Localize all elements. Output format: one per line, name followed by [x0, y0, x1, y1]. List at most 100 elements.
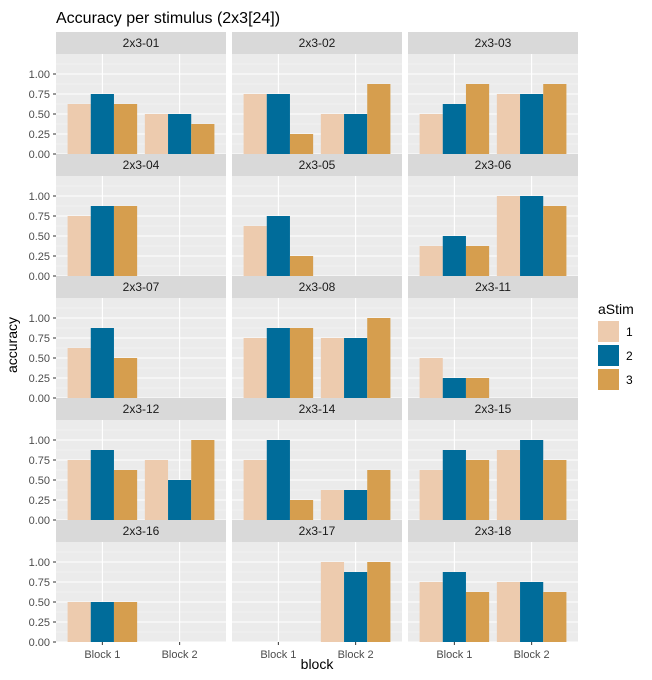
y-tick-label: 1.00	[29, 191, 50, 203]
y-tick-label: 1.00	[29, 313, 50, 325]
bar	[243, 460, 267, 520]
y-tick-label: 0.00	[29, 149, 50, 161]
facet-strip-label: 2x3-03	[475, 36, 512, 50]
facet-strip-label: 2x3-15	[475, 402, 512, 416]
facet-strip-label: 2x3-11	[475, 280, 511, 294]
bar	[243, 338, 267, 398]
bar	[367, 84, 391, 154]
x-axis-title: block	[301, 656, 335, 672]
bar	[419, 246, 443, 276]
bar	[496, 196, 521, 276]
bar	[289, 134, 314, 154]
bar	[243, 226, 267, 276]
bar	[320, 338, 345, 398]
facet-strip	[232, 520, 402, 542]
bar	[144, 114, 169, 154]
facet-strip-label: 2x3-01	[123, 36, 160, 50]
bar	[90, 450, 114, 520]
facet-panel: 2x3-18 Block 1 Block 2	[408, 520, 578, 661]
facet-panel: 2x3-04 0.00 0.25 0.50 0.75 1.00	[29, 154, 226, 283]
bar	[289, 328, 314, 398]
x-tick-label: Block 1	[260, 649, 296, 661]
legend-title: aStim	[598, 301, 634, 317]
y-tick-label: 0.75	[29, 455, 50, 467]
chart-title: Accuracy per stimulus (2x3[24])	[56, 10, 280, 27]
facet-panel: 2x3-14	[232, 398, 402, 521]
bar	[67, 104, 91, 154]
facet-strip	[408, 276, 578, 298]
bar	[289, 500, 314, 520]
y-tick-label: 0.25	[29, 495, 50, 507]
y-tick-label: 0.25	[29, 373, 50, 385]
facet-strip	[56, 32, 226, 54]
bar	[543, 592, 567, 642]
bar	[543, 460, 567, 520]
facet-strip-label: 2x3-05	[299, 158, 336, 172]
bar	[113, 602, 138, 642]
bar	[465, 592, 490, 642]
x-tick-label: Block 2	[162, 649, 198, 661]
y-tick-label: 0.50	[29, 597, 50, 609]
bar	[113, 206, 138, 276]
facet-strip	[232, 32, 402, 54]
x-tick-label: Block 2	[514, 649, 550, 661]
x-tick-label: Block 1	[436, 649, 472, 661]
bar	[168, 480, 192, 520]
facet-panel: 2x3-01 0.00 0.25 0.50 0.75 1.00	[29, 32, 226, 161]
x-tick-label: Block 1	[84, 649, 120, 661]
bar	[113, 358, 138, 398]
bar	[442, 572, 466, 642]
facet-panel: 2x3-06	[408, 154, 578, 277]
facet-panel: 2x3-08	[232, 276, 402, 399]
facet-strip-label: 2x3-16	[123, 524, 160, 538]
bar	[191, 440, 215, 520]
facet-panel: 2x3-15	[408, 398, 578, 521]
y-tick-label: 0.50	[29, 231, 50, 243]
facet-panel: 2x3-03	[408, 32, 578, 155]
bar	[520, 440, 544, 520]
facet-strip-label: 2x3-08	[299, 280, 336, 294]
bar	[543, 84, 567, 154]
bar	[442, 104, 466, 154]
bar	[289, 256, 314, 276]
y-tick-label: 0.75	[29, 577, 50, 589]
bar	[419, 358, 443, 398]
facet-strip	[56, 520, 226, 542]
facet-strip	[408, 398, 578, 420]
bar	[67, 216, 91, 276]
bar	[419, 470, 443, 520]
bar	[266, 328, 290, 398]
facet-panel: 2x3-16 0.00 0.25 0.50 0.75 1.00 Block 1 Block 2	[29, 520, 226, 661]
facet-panel: 2x3-12 0.00 0.25 0.50 0.75 1.00	[29, 398, 226, 527]
facet-strip-label: 2x3-17	[299, 524, 336, 538]
facet-strip-label: 2x3-06	[475, 158, 512, 172]
bar	[496, 582, 521, 642]
bar	[520, 582, 544, 642]
bar	[191, 124, 215, 154]
facet-strip	[232, 398, 402, 420]
legend: aStim 1 2 3	[598, 301, 634, 390]
bar	[344, 572, 368, 642]
bar	[243, 94, 267, 154]
bar	[520, 196, 544, 276]
bar	[465, 246, 490, 276]
y-tick-label: 0.75	[29, 333, 50, 345]
bar	[367, 562, 391, 642]
legend-label: 1	[626, 325, 633, 339]
y-tick-label: 0.25	[29, 617, 50, 629]
y-tick-label: 1.00	[29, 69, 50, 81]
facet-panel: 2x3-11	[408, 276, 578, 399]
y-tick-label: 0.25	[29, 129, 50, 141]
y-tick-label: 0.50	[29, 109, 50, 121]
bar	[67, 602, 91, 642]
bar	[113, 104, 138, 154]
bar	[320, 490, 345, 520]
facet-strip-label: 2x3-14	[299, 402, 336, 416]
y-tick-label: 0.00	[29, 637, 50, 649]
facet-strip-label: 2x3-18	[475, 524, 512, 538]
legend-swatch	[598, 321, 619, 342]
bar	[320, 114, 345, 154]
bar	[465, 460, 490, 520]
bar	[113, 470, 138, 520]
